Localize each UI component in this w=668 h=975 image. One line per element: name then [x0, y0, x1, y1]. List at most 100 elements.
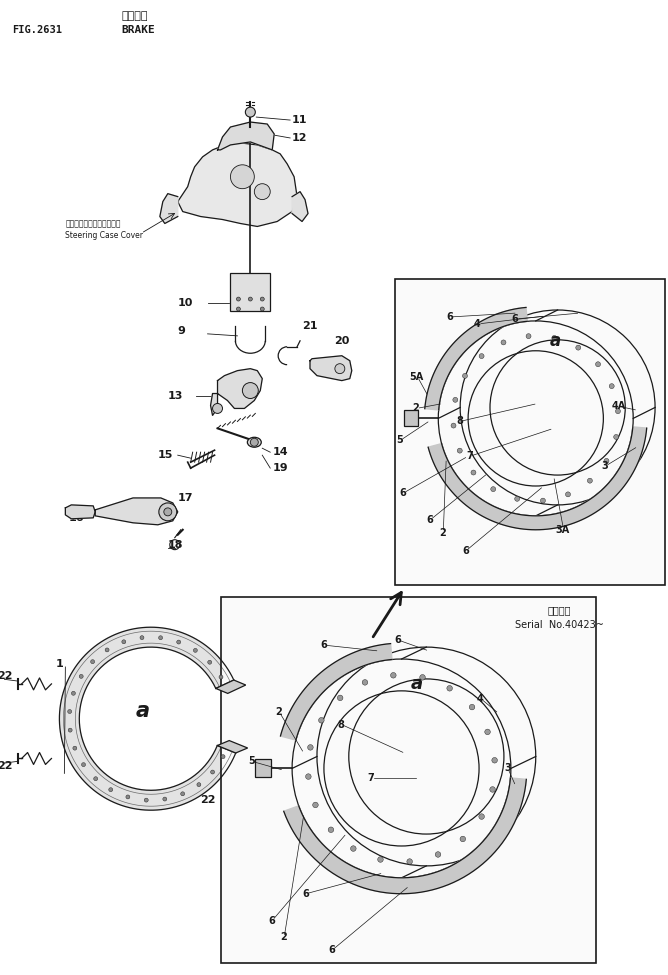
Text: 18: 18	[168, 540, 183, 550]
Text: 6: 6	[446, 312, 453, 322]
Circle shape	[576, 345, 580, 350]
Circle shape	[451, 423, 456, 428]
Circle shape	[609, 383, 614, 389]
Polygon shape	[281, 644, 392, 740]
Circle shape	[68, 728, 72, 732]
Circle shape	[460, 837, 466, 841]
Circle shape	[208, 660, 212, 664]
Circle shape	[514, 496, 520, 501]
Circle shape	[210, 770, 214, 774]
Circle shape	[492, 758, 498, 763]
Circle shape	[221, 755, 225, 759]
Circle shape	[335, 364, 345, 373]
Polygon shape	[216, 680, 246, 693]
Circle shape	[180, 792, 184, 796]
Text: 19: 19	[273, 463, 288, 473]
Text: Serial  No.40423~: Serial No.40423~	[515, 620, 604, 630]
Circle shape	[614, 435, 619, 440]
Circle shape	[164, 508, 172, 516]
Circle shape	[587, 478, 593, 484]
Text: 6: 6	[462, 546, 469, 556]
Circle shape	[391, 673, 396, 678]
Text: 13: 13	[168, 391, 183, 401]
Circle shape	[479, 814, 484, 819]
Circle shape	[193, 648, 197, 652]
Text: 16: 16	[68, 513, 84, 523]
Circle shape	[490, 787, 496, 793]
Circle shape	[94, 777, 98, 781]
Bar	[255, 760, 271, 777]
Circle shape	[219, 675, 223, 679]
Polygon shape	[210, 369, 263, 415]
Circle shape	[501, 340, 506, 345]
Text: 4: 4	[474, 319, 481, 329]
Circle shape	[552, 335, 557, 340]
Polygon shape	[178, 142, 297, 226]
Circle shape	[491, 487, 496, 491]
Text: 8: 8	[456, 416, 463, 426]
Text: 3: 3	[601, 461, 608, 471]
Text: 6: 6	[302, 889, 309, 899]
Circle shape	[447, 685, 452, 691]
Text: 5: 5	[397, 435, 403, 446]
Circle shape	[248, 297, 253, 301]
Circle shape	[105, 648, 109, 652]
Circle shape	[319, 718, 324, 723]
Text: BRAKE: BRAKE	[121, 24, 155, 34]
Circle shape	[420, 675, 426, 681]
Circle shape	[197, 783, 201, 787]
Circle shape	[261, 307, 265, 311]
Text: Steering Case Cover: Steering Case Cover	[65, 231, 144, 241]
Circle shape	[596, 362, 601, 367]
Polygon shape	[428, 427, 647, 529]
Bar	[230, 273, 271, 311]
Text: 17: 17	[178, 493, 193, 503]
Circle shape	[261, 297, 265, 301]
Circle shape	[604, 458, 609, 463]
Text: ブレーキ: ブレーキ	[121, 11, 148, 20]
Text: 8: 8	[338, 720, 345, 729]
Circle shape	[479, 354, 484, 359]
Circle shape	[458, 448, 462, 453]
Text: 6: 6	[512, 314, 518, 324]
Circle shape	[81, 762, 86, 766]
Circle shape	[308, 745, 313, 750]
Circle shape	[159, 503, 177, 521]
Text: 3A: 3A	[556, 525, 570, 534]
Text: 2: 2	[412, 404, 420, 413]
Circle shape	[255, 183, 271, 200]
Text: 10: 10	[178, 298, 193, 308]
Text: 20: 20	[334, 335, 349, 346]
Circle shape	[177, 640, 180, 644]
Circle shape	[453, 398, 458, 403]
Polygon shape	[310, 356, 352, 380]
Text: a: a	[550, 332, 561, 350]
Text: 22: 22	[0, 761, 12, 771]
Text: 2: 2	[280, 932, 287, 943]
Circle shape	[158, 636, 162, 640]
Text: 4: 4	[477, 694, 484, 704]
Polygon shape	[160, 194, 178, 223]
Polygon shape	[425, 307, 527, 410]
Circle shape	[73, 746, 77, 750]
Circle shape	[245, 107, 255, 117]
Text: 11: 11	[292, 115, 307, 125]
Text: 22: 22	[0, 671, 12, 681]
Text: 12: 12	[292, 133, 307, 143]
Circle shape	[462, 373, 468, 378]
Text: 2: 2	[440, 527, 446, 538]
Bar	[405, 410, 418, 426]
Circle shape	[377, 857, 383, 862]
Text: 5A: 5A	[409, 371, 424, 381]
Text: 6: 6	[399, 488, 406, 498]
Circle shape	[140, 636, 144, 640]
Circle shape	[469, 704, 475, 710]
Circle shape	[485, 729, 490, 735]
Text: 14: 14	[273, 448, 288, 457]
Polygon shape	[59, 627, 236, 810]
Circle shape	[91, 660, 95, 664]
Polygon shape	[96, 498, 178, 525]
Text: 6: 6	[328, 946, 335, 956]
Text: 22: 22	[200, 796, 216, 805]
Text: 2: 2	[275, 707, 282, 717]
